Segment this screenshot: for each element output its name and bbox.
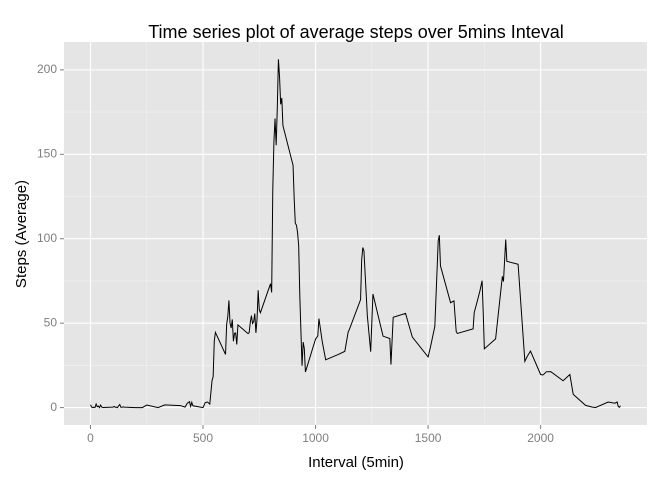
panel <box>64 42 647 425</box>
y-tick-label: 200 <box>37 62 57 76</box>
y-tick-label: 100 <box>37 231 57 245</box>
y-tick-label: 150 <box>37 146 57 160</box>
x-tick-label: 1000 <box>302 431 329 445</box>
y-tick-label: 50 <box>44 315 58 329</box>
x-tick-label: 0 <box>87 431 94 445</box>
x-tick-label: 2000 <box>527 431 554 445</box>
y-tick-label: 0 <box>50 400 57 414</box>
x-tick-label: 1500 <box>415 431 442 445</box>
y-axis-title: Steps (Average) <box>13 180 30 288</box>
chart-title: Time series plot of average steps over 5… <box>148 22 564 42</box>
x-tick-label: 500 <box>193 431 213 445</box>
x-axis-title: Interval (5min) <box>308 454 404 471</box>
line-series <box>90 59 621 409</box>
